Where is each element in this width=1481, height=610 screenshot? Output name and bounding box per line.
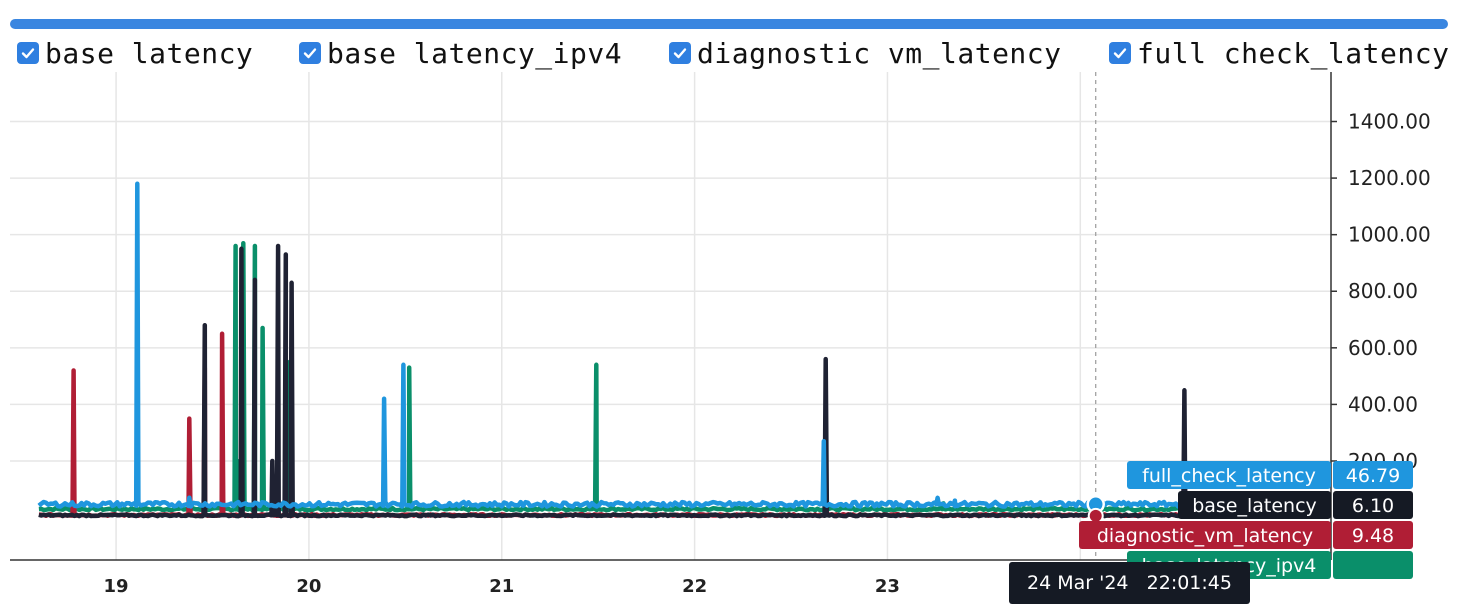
value-tag-value: 6.10 (1352, 495, 1394, 517)
checkbox-checked-icon[interactable] (669, 42, 691, 64)
series-line-base-latency (38, 243, 1275, 519)
value-tag-name: diagnostic_vm_latency (1097, 525, 1313, 547)
legend-label: diagnostic vm_latency (697, 36, 1062, 70)
checkbox-checked-icon[interactable] (299, 42, 321, 64)
top-accent-bar (10, 19, 1448, 29)
x-tick-label: 21 (489, 576, 514, 597)
value-tag-name: base_latency (1192, 495, 1317, 517)
y-tick-label: 800.00 (1348, 279, 1418, 303)
y-tick-label: 1200.00 (1348, 166, 1431, 190)
y-tick-label: 400.00 (1348, 392, 1418, 416)
crosshair-marker-diagnostic (1087, 507, 1104, 524)
value-tag-name-bg (1079, 521, 1331, 549)
x-tick-label: 19 (104, 576, 129, 597)
legend-label: base latency (45, 36, 254, 70)
legend-label: full check_latency (1137, 36, 1450, 70)
series-legend: base latency base latency_ipv4 diagnosti… (0, 36, 1481, 70)
legend-full-check-latency[interactable]: full check_latency (1109, 36, 1449, 70)
series-line-diagnostic-vm-latency (38, 331, 1275, 519)
value-tag-value-bg (1333, 521, 1413, 549)
value-tag-value: 46.79 (1346, 465, 1400, 487)
value-tag-value-bg (1333, 491, 1413, 519)
y-tick-label: 1400.00 (1348, 110, 1431, 134)
value-tag-value-bg (1333, 551, 1413, 579)
legend-base-latency[interactable]: base latency (17, 36, 253, 70)
checkbox-checked-icon[interactable] (17, 42, 39, 64)
value-tag-value-bg (1333, 461, 1413, 489)
checkbox-checked-icon[interactable] (1109, 42, 1131, 64)
legend-label: base latency_ipv4 (327, 36, 623, 70)
x-tick-label: 20 (296, 576, 321, 597)
value-tag-name-bg (1127, 461, 1331, 489)
legend-diagnostic-vm-latency[interactable]: diagnostic vm_latency (669, 36, 1062, 70)
x-tick-label: 22 (682, 576, 707, 597)
crosshair-time-label: 24 Mar '24 22:01:45 (1009, 562, 1250, 604)
value-tag-value: 9.48 (1352, 525, 1394, 547)
y-tick-label: 600.00 (1348, 336, 1418, 360)
x-tick-label: 23 (875, 576, 900, 597)
legend-base-latency-ipv4[interactable]: base latency_ipv4 (299, 36, 622, 70)
series-line-full-check-latency (37, 181, 1275, 509)
y-tick-label: 1000.00 (1348, 223, 1431, 247)
value-tag-name-bg (1178, 491, 1331, 519)
value-tag-name: full_check_latency (1142, 465, 1316, 487)
